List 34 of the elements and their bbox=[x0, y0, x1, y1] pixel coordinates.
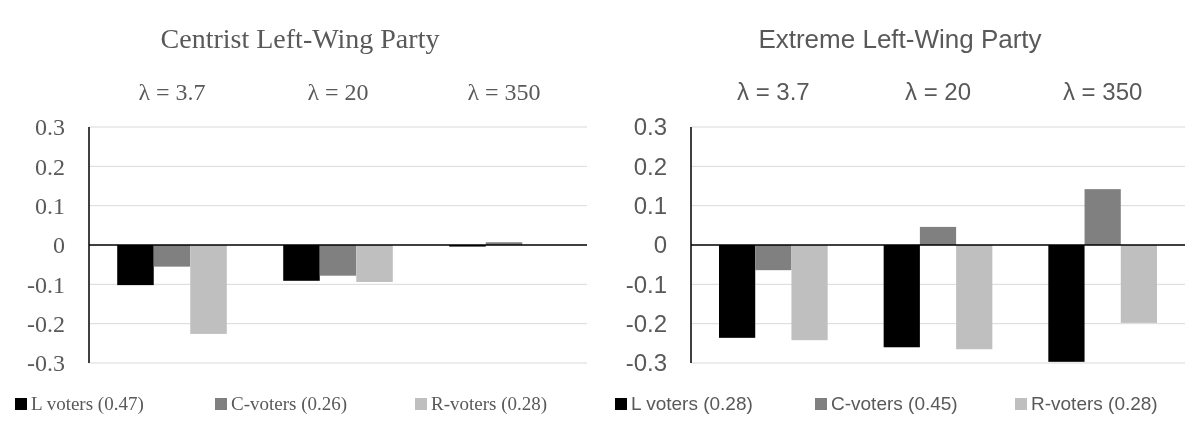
bar bbox=[791, 245, 828, 341]
y-tick-label: 0.1 bbox=[633, 192, 667, 220]
x-tick-label: λ = 350 bbox=[1062, 78, 1143, 105]
chart-title: Extreme Left-Wing Party bbox=[758, 24, 1042, 54]
legend-label: R-voters (0.28) bbox=[431, 393, 548, 415]
chart-title: Centrist Left-Wing Party bbox=[160, 23, 440, 54]
bar bbox=[755, 245, 792, 271]
legend-label: L voters (0.47) bbox=[31, 393, 144, 415]
legend-label: L voters (0.28) bbox=[631, 393, 753, 414]
y-tick-label: -0.3 bbox=[27, 350, 65, 377]
x-tick-label: λ = 3.7 bbox=[736, 78, 810, 105]
y-tick-label: -0.2 bbox=[625, 310, 667, 338]
y-tick-label: -0.2 bbox=[27, 311, 65, 338]
bar bbox=[1084, 189, 1121, 245]
legend-label: C-voters (0.26) bbox=[231, 393, 348, 415]
x-tick-label: λ = 3.7 bbox=[138, 79, 206, 105]
y-tick-label: 0.2 bbox=[633, 152, 667, 180]
y-tick-label: 0.1 bbox=[35, 193, 65, 220]
legend-label: C-voters (0.45) bbox=[831, 393, 958, 414]
y-tick-label: -0.1 bbox=[625, 270, 667, 298]
y-tick-label: 0.2 bbox=[35, 153, 65, 180]
x-tick-label: λ = 20 bbox=[307, 79, 369, 105]
bar bbox=[1120, 245, 1158, 323]
y-tick-label: 0 bbox=[653, 231, 667, 259]
legend-label: R-voters (0.28) bbox=[1031, 393, 1158, 414]
y-tick-label: -0.1 bbox=[27, 271, 65, 298]
y-tick-label: -0.3 bbox=[625, 349, 667, 377]
x-tick-label: λ = 20 bbox=[904, 78, 972, 105]
bar bbox=[919, 226, 957, 245]
y-tick-label: 0 bbox=[53, 232, 65, 259]
y-tick-label: 0.3 bbox=[35, 114, 65, 141]
y-tick-label: 0.3 bbox=[633, 113, 667, 141]
bar bbox=[956, 245, 993, 350]
x-tick-label: λ = 350 bbox=[467, 79, 541, 105]
